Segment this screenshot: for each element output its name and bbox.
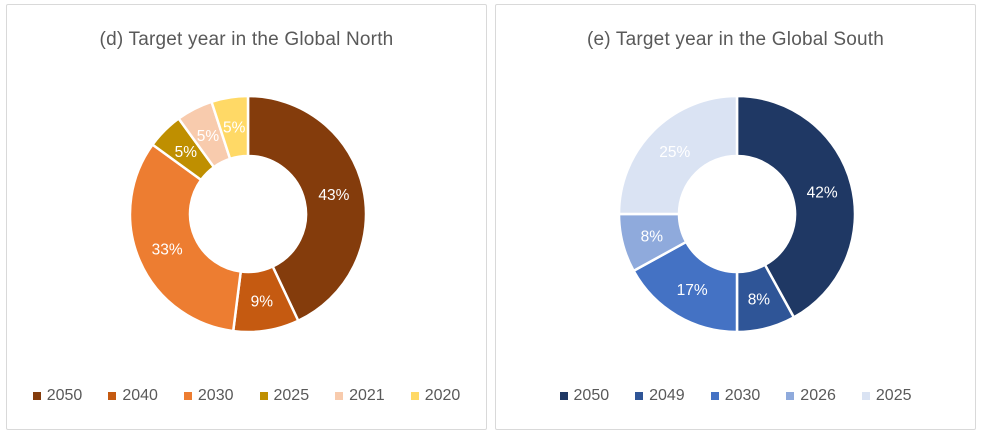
legend-swatch-2030 xyxy=(710,392,719,400)
chart-panel-global-north: (d) Target year in the Global North 43% 9… xyxy=(6,4,487,430)
legend-item-2030: 2030 xyxy=(710,387,761,405)
legend-swatch-2030 xyxy=(183,392,192,400)
legend-label-2021: 2021 xyxy=(349,387,385,404)
slice-label-2030: 17% xyxy=(677,282,708,299)
legend-item-2025: 2025 xyxy=(861,387,912,405)
legend-global-north: 2050 2040 2030 2025 2021 2020 xyxy=(7,387,486,405)
slice-label-2040: 9% xyxy=(251,293,274,310)
legend-label-2050: 2050 xyxy=(573,387,610,404)
slice-label-2030: 33% xyxy=(152,241,183,258)
legend-label-2025: 2025 xyxy=(875,387,912,404)
legend-swatch-2025 xyxy=(861,392,870,400)
legend-swatch-2049 xyxy=(635,392,644,400)
legend-item-2020: 2020 xyxy=(410,387,461,405)
donut-chart-global-north: 43%9%33%5%5%5% xyxy=(128,94,368,334)
legend-swatch-2025 xyxy=(259,392,268,400)
legend-label-2050: 2050 xyxy=(46,387,83,404)
donut-slice-2050 xyxy=(246,94,368,323)
legend-label-2026: 2026 xyxy=(800,387,836,404)
donut-chart-global-south: 42% 8% 17% 8% 25% xyxy=(617,94,857,334)
legend-swatch-2050 xyxy=(559,392,568,400)
slice-label-2026: 8% xyxy=(641,228,664,245)
donut-slice-2050 xyxy=(735,94,857,319)
legend-swatch-2050 xyxy=(32,392,41,400)
slice-label-2021: 5% xyxy=(197,128,220,145)
chart-title-global-north: (d) Target year in the Global North xyxy=(99,29,394,50)
chart-panel-global-south: (e) Target year in the Global South 42% 8… xyxy=(495,4,976,430)
slice-label-2049: 8% xyxy=(748,292,771,309)
legend-item-2049: 2049 xyxy=(635,387,685,405)
legend-swatch-2021 xyxy=(335,392,344,400)
slice-label-2025: 5% xyxy=(175,144,198,161)
legend-item-2040: 2040 xyxy=(108,387,158,405)
legend-label-2049: 2049 xyxy=(649,387,685,404)
slice-label-2050: 43% xyxy=(318,187,349,204)
chart-title-global-south: (e) Target year in the Global South xyxy=(586,29,885,50)
legend-swatch-2026 xyxy=(786,392,795,400)
slice-label-2025: 25% xyxy=(659,144,690,161)
legend-swatch-2020 xyxy=(410,392,419,400)
legend-global-south: 2050 2049 2030 2026 2025 xyxy=(496,387,975,405)
slice-label-2050: 42% xyxy=(807,185,838,202)
legend-item-2025: 2025 xyxy=(259,387,310,405)
donut-slice-2030 xyxy=(128,143,242,333)
legend-item-2050: 2050 xyxy=(559,387,610,405)
donut-slice-2025 xyxy=(617,94,739,216)
legend-item-2026: 2026 xyxy=(786,387,836,405)
legend-label-2040: 2040 xyxy=(122,387,158,404)
legend-label-2025: 2025 xyxy=(273,387,310,404)
legend-label-2030: 2030 xyxy=(724,387,761,404)
legend-item-2021: 2021 xyxy=(335,387,385,405)
legend-swatch-2040 xyxy=(108,392,117,400)
legend-label-2030: 2030 xyxy=(197,387,234,404)
legend-label-2020: 2020 xyxy=(424,387,461,404)
legend-item-2030: 2030 xyxy=(183,387,234,405)
donut-slice-2020 xyxy=(210,94,250,161)
legend-item-2050: 2050 xyxy=(32,387,83,405)
slice-label-2020: 5% xyxy=(223,120,246,137)
